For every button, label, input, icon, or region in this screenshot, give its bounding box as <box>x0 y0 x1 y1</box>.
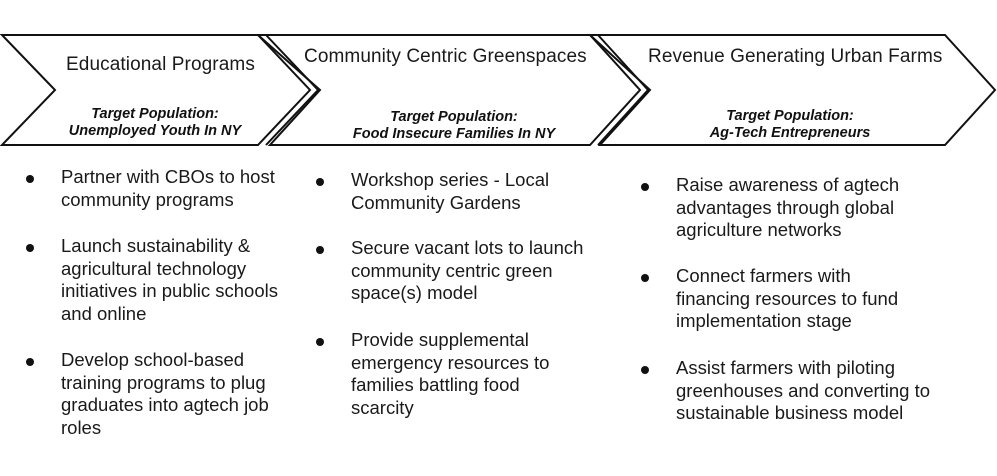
chevron-revenue-urban-farms <box>587 34 997 146</box>
stage-title-community-greenspaces: Community Centric Greenspaces <box>304 46 587 67</box>
target-value: Food Insecure Families In NY <box>352 126 556 142</box>
bullet-icon <box>316 178 324 186</box>
process-chevrons <box>0 34 997 146</box>
target-label: Target Population: <box>91 106 219 122</box>
bullet-icon <box>641 366 649 374</box>
bullet-icon <box>26 175 34 183</box>
target-label: Target Population: <box>726 108 854 124</box>
stage-title-revenue-urban-farms: Revenue Generating Urban Farms <box>648 46 943 67</box>
target-population-3: Target Population: Ag-Tech Entrepreneurs <box>670 108 910 142</box>
chevron-edge-line <box>597 34 650 146</box>
target-value: Ag-Tech Entrepreneurs <box>709 125 871 141</box>
target-population-2: Target Population: Food Insecure Familie… <box>334 109 574 143</box>
bullet-icon <box>26 358 34 366</box>
stage-title-educational-programs: Educational Programs <box>66 54 255 75</box>
bullet-icon <box>316 338 324 346</box>
bullet-icon <box>641 183 649 191</box>
chevron-edge-line <box>265 34 320 146</box>
target-population-1: Target Population: Unemployed Youth In N… <box>40 106 270 140</box>
bullet-icon <box>641 274 649 282</box>
target-label: Target Population: <box>390 109 518 125</box>
target-value: Unemployed Youth In NY <box>68 123 242 139</box>
bullet-icon <box>316 246 324 254</box>
bullet-icon <box>26 244 34 252</box>
